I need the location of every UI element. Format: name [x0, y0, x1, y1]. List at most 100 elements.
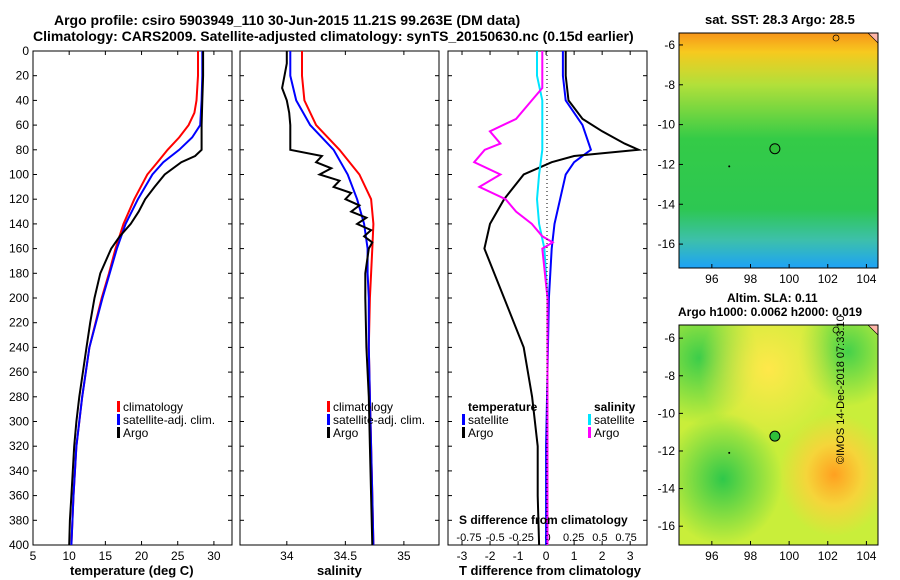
legend-label: satellite — [468, 413, 509, 427]
depth-tick-marks — [33, 50, 647, 546]
series-line-climatology — [70, 51, 199, 545]
legend-swatch — [327, 427, 330, 438]
legend-item: climatology — [117, 400, 183, 414]
x-tick-label: -2 — [485, 549, 496, 563]
x-tick-label: 5 — [30, 549, 37, 563]
map-x-tick-label: 98 — [744, 272, 758, 286]
series-line-t-satellite — [545, 51, 593, 545]
x-tick-label: 1 — [571, 549, 578, 563]
s-tick-label: 0.5 — [592, 532, 607, 544]
legend-label: Argo — [594, 426, 620, 440]
difference-series — [472, 51, 643, 545]
difference-xlabel: T difference from climatology — [459, 563, 642, 578]
x-tick-label: 2 — [599, 549, 606, 563]
x-tick-label: -3 — [457, 549, 468, 563]
map-y-tick-label: -14 — [658, 197, 676, 211]
depth-tick-label: 20 — [16, 69, 30, 83]
depth-tick-label: 400 — [9, 538, 29, 552]
map-x-tick-label: 98 — [744, 549, 758, 563]
map-y-tick-label: -12 — [658, 157, 676, 171]
depth-tick-label: 220 — [9, 316, 29, 330]
difference-x-ticks: -3 -2 -1 0 1 2 3 — [457, 51, 634, 563]
series-line-satellite-adj-clim- — [70, 51, 204, 545]
legend-swatch — [588, 427, 591, 438]
legend-item: Argo — [327, 426, 358, 440]
map-x-tick-label: 96 — [705, 549, 719, 563]
map-y-tick-label: -8 — [664, 369, 675, 383]
depth-tick-label: 340 — [9, 464, 29, 478]
legend-item: satellite-adj. clim. — [327, 413, 425, 427]
x-tick-label: 34 — [280, 549, 294, 563]
map-ticks: 96 98 100 102 104 -6 -8 -10 -12 -14 -16 96 98 100 102 1… — [658, 38, 877, 563]
s-tick-label: -0.75 — [456, 532, 481, 544]
legend-title-salinity: salinity — [594, 400, 636, 414]
legend-item: climatology — [327, 400, 393, 414]
temperature-series — [68, 51, 205, 545]
legend-item: satellite — [462, 413, 509, 427]
depth-tick-label: 80 — [16, 143, 30, 157]
depth-tick-label: 60 — [16, 118, 30, 132]
map-y-tick-label: -6 — [664, 331, 675, 345]
map-x-tick-label: 102 — [818, 549, 838, 563]
depth-tick-labels: 0 20 40 60 80 100 120 140 160 180 200 220 240 260 280 3… — [9, 44, 29, 552]
map-x-tick-label: 104 — [856, 272, 876, 286]
x-tick-label: 30 — [207, 549, 221, 563]
depth-tick-label: 320 — [9, 439, 29, 453]
salinity-difference-label: S difference from climatology — [459, 513, 628, 527]
depth-tick-label: 160 — [9, 242, 29, 256]
argo-location-marker — [769, 143, 781, 155]
x-tick-label: 0 — [543, 549, 550, 563]
figure-title-line1: Argo profile: csiro 5903949_110 30-Jun-2… — [54, 12, 521, 28]
series-line-s-argo — [472, 51, 555, 545]
depth-tick-label: 0 — [22, 44, 29, 58]
island-dot — [728, 165, 731, 168]
legend-label: satellite — [594, 413, 635, 427]
map-x-tick-label: 100 — [779, 549, 799, 563]
series-line-argo — [281, 51, 374, 545]
salinity-series — [281, 51, 375, 545]
map-y-tick-label: -12 — [658, 444, 676, 458]
legend-swatch — [462, 427, 465, 438]
depth-tick-label: 360 — [9, 489, 29, 503]
map-y-tick-label: -14 — [658, 482, 676, 496]
legend-swatch — [117, 401, 120, 412]
legend-title-temperature: temperature — [468, 400, 538, 414]
x-tick-label: 10 — [63, 549, 77, 563]
depth-tick-label: 260 — [9, 365, 29, 379]
depth-tick-label: 300 — [9, 415, 29, 429]
map-y-tick-label: -10 — [658, 406, 676, 420]
s-tick-label: 0.75 — [615, 532, 636, 544]
imos-credit: ©IMOS 14-Dec-2018 07:33:10 — [835, 315, 847, 464]
series-line-argo — [68, 51, 205, 545]
legend-label: climatology — [333, 400, 394, 414]
argo-location-marker — [769, 430, 781, 442]
map-y-tick-label: -16 — [658, 237, 676, 251]
map-y-tick-label: -6 — [664, 38, 675, 52]
island-dot — [728, 451, 731, 454]
legend-item: Argo — [588, 426, 619, 440]
legend-item: Argo — [462, 426, 493, 440]
salinity-xlabel: salinity — [317, 563, 362, 578]
argo-markers — [728, 143, 781, 454]
depth-tick-label: 240 — [9, 340, 29, 354]
map-x-tick-label: 102 — [818, 272, 838, 286]
legend-swatch — [327, 401, 330, 412]
salinity-difference-ticks: -0.75 -0.5 -0.25 0 0.25 0.5 0.75 — [456, 532, 636, 544]
s-tick-label: -0.5 — [486, 532, 505, 544]
sla-map-title-line2: Argo h1000: 0.0062 h2000: 0.019 — [678, 305, 863, 319]
legend-label: satellite-adj. clim. — [333, 413, 426, 427]
series-line-climatology — [301, 51, 375, 545]
island-outline — [832, 34, 840, 42]
depth-tick-label: 140 — [9, 217, 29, 231]
depth-tick-label: 380 — [9, 513, 29, 527]
map-x-tick-label: 96 — [705, 272, 719, 286]
x-tick-label: 15 — [99, 549, 113, 563]
x-tick-label: 35 — [397, 549, 411, 563]
depth-tick-label: 120 — [9, 192, 29, 206]
island-outline — [832, 326, 840, 334]
legend-item: Argo — [117, 426, 148, 440]
legend-label: climatology — [123, 400, 184, 414]
s-tick-label: 0.25 — [563, 532, 584, 544]
x-tick-label: 20 — [135, 549, 149, 563]
